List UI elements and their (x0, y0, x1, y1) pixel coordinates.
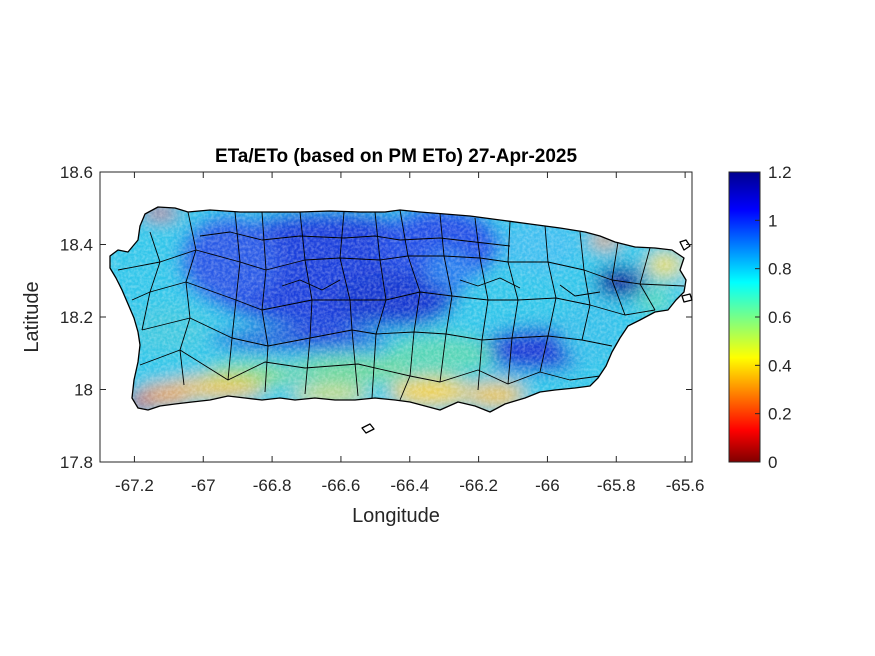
colorbar-tick-label: 1 (768, 211, 777, 230)
y-axis-label: Latitude (21, 281, 43, 352)
x-axis-ticks: -67.2 -67 -66.8 -66.6 -66.4 -66.2 -66 -65.8 -65.… (115, 172, 704, 495)
x-tick-label: -66.8 (253, 476, 292, 495)
map-title: ETa/ETo (based on PM ETo) 27-Apr-2025 (215, 146, 578, 167)
municipality-borders (117, 209, 685, 401)
y-tick-label: 18.2 (60, 308, 93, 327)
colorbar (728, 171, 761, 463)
colorbar-ticks: 0 0.2 0.4 0.6 0.8 1 1.2 (755, 163, 792, 472)
eta-eto-raster (110, 207, 686, 412)
colorbar-tick-label: 0.8 (768, 260, 792, 279)
x-tick-label: -66.6 (322, 476, 361, 495)
coastline (109, 206, 693, 434)
x-tick-label: -66 (535, 476, 560, 495)
x-tick-label: -65.6 (666, 476, 705, 495)
x-tick-label: -67.2 (115, 476, 154, 495)
x-axis-label: Longitude (352, 505, 440, 527)
y-tick-label: 18.4 (60, 236, 93, 255)
colorbar-tick-label: 0.2 (768, 405, 792, 424)
colorbar-tick-label: 0.6 (768, 308, 792, 327)
x-tick-label: -66.4 (390, 476, 429, 495)
y-axis-ticks: 17.8 18 18.2 18.4 18.6 (60, 163, 692, 472)
colorbar-tick-label: 0 (768, 453, 777, 472)
x-tick-label: -67 (191, 476, 216, 495)
x-tick-label: -66.2 (459, 476, 498, 495)
y-tick-label: 18 (74, 381, 93, 400)
colorbar-tick-label: 0.4 (768, 356, 792, 375)
colorbar-tick-label: 1.2 (768, 163, 792, 182)
y-tick-label: 17.8 (60, 453, 93, 472)
x-tick-label: -65.8 (597, 476, 636, 495)
y-tick-label: 18.6 (60, 163, 93, 182)
